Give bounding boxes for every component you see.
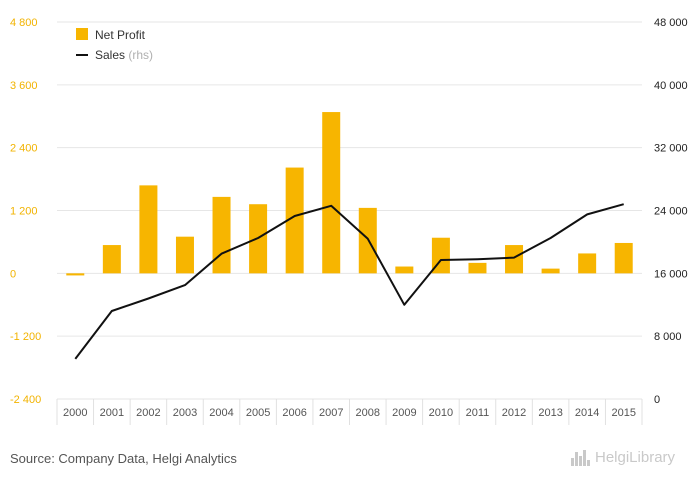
x-tick-label: 2009: [392, 407, 416, 419]
net-profit-bar: [578, 253, 597, 274]
net-profit-bar: [66, 273, 85, 276]
left-tick-label: -1 200: [10, 331, 41, 343]
net-profit-bar: [322, 112, 341, 274]
legend-label-sales-name: Sales: [95, 48, 125, 62]
left-tick-label: 3 600: [10, 80, 38, 92]
left-tick-label: 0: [10, 268, 16, 280]
x-tick-label: 2001: [100, 407, 124, 419]
net-profit-bar: [614, 242, 633, 274]
net-profit-bars: [66, 112, 633, 276]
left-tick-label: -2 400: [10, 394, 41, 406]
x-tick-label: 2012: [502, 407, 526, 419]
legend-label-net-profit: Net Profit: [95, 28, 146, 42]
net-profit-bar: [212, 196, 231, 274]
right-tick-label: 16 000: [654, 268, 688, 280]
brand-logo: HelgiLibrary: [571, 449, 675, 466]
x-tick-label: 2007: [319, 407, 343, 419]
right-tick-label: 40 000: [654, 80, 688, 92]
x-tick-label: 2015: [611, 407, 635, 419]
x-tick-label: 2000: [63, 407, 87, 419]
right-axis-ticks: 0 8 000 16 000 24 000 32 000 40 000 48 000: [654, 17, 688, 406]
net-profit-bar: [541, 268, 560, 274]
city-skyline-icon: [571, 449, 591, 466]
legend: Net Profit Sales (rhs): [76, 28, 153, 62]
x-tick-label: 2013: [538, 407, 562, 419]
net-profit-bar: [175, 236, 194, 274]
legend-label-sales: Sales (rhs): [95, 48, 153, 62]
net-profit-bar: [285, 167, 304, 274]
net-profit-bar: [395, 266, 414, 274]
x-tick-label: 2011: [466, 407, 490, 419]
legend-marker-net-profit: [76, 28, 88, 40]
x-tick-label: 2003: [173, 407, 197, 419]
left-axis-ticks: -2 400 -1 200 0 1 200 2 400 3 600 4 800: [10, 17, 41, 406]
net-profit-bar: [468, 262, 487, 274]
right-tick-label: 8 000: [654, 331, 682, 343]
combo-chart: -2 400 -1 200 0 1 200 2 400 3 600 4 800 0 8 000…: [10, 17, 688, 425]
x-tick-label: 2006: [282, 407, 306, 419]
sales-line: [74, 203, 624, 360]
sales-line-layer: [74, 203, 624, 360]
right-tick-label: 48 000: [654, 17, 688, 29]
right-tick-label: 0: [654, 394, 660, 406]
left-tick-label: 4 800: [10, 17, 38, 29]
net-profit-bar: [102, 245, 121, 274]
net-profit-bar: [139, 185, 158, 274]
net-profit-bar: [505, 245, 524, 274]
x-tick-label: 2004: [209, 407, 233, 419]
x-tick-label: 2002: [136, 407, 160, 419]
brand-text: HelgiLibrary: [595, 449, 676, 466]
left-tick-label: 2 400: [10, 143, 38, 155]
x-tick-label: 2010: [429, 407, 453, 419]
x-tick-label: 2005: [246, 407, 270, 419]
left-tick-label: 1 200: [10, 206, 38, 218]
right-tick-label: 32 000: [654, 143, 688, 155]
source-note: Source: Company Data, Helgi Analytics: [10, 451, 237, 466]
x-tick-label: 2008: [356, 407, 380, 419]
x-tick-label: 2014: [575, 407, 599, 419]
x-axis: 2000 2001 2002 2003 2004 2005 2006 2007 2008 2009…: [56, 399, 643, 425]
right-tick-label: 24 000: [654, 206, 688, 218]
legend-label-sales-suffix: (rhs): [125, 48, 153, 62]
